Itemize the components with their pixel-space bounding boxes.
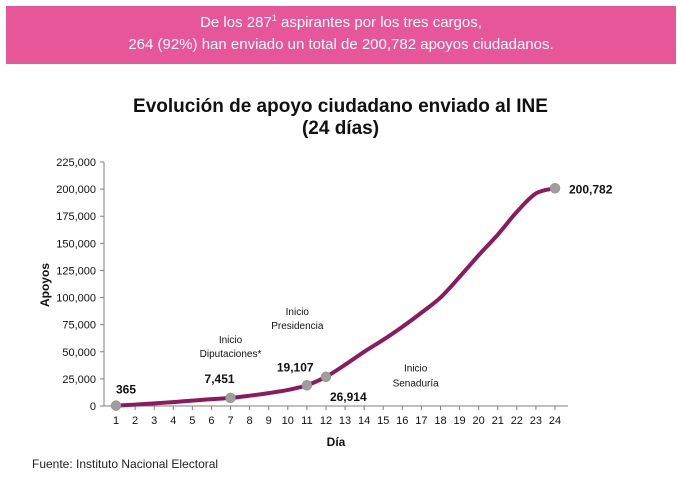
source-note: Fuente: Instituto Nacional Electoral	[32, 457, 219, 471]
data-point-marker	[301, 380, 313, 391]
x-tick-label: 24	[549, 415, 561, 427]
y-tick-label: 75,000	[62, 320, 96, 332]
chart-series	[110, 183, 561, 411]
x-tick-label: 13	[339, 415, 351, 427]
data-label: 19,107	[277, 360, 314, 374]
annotation-text: Senaduría	[393, 378, 440, 389]
x-tick-label: 21	[492, 415, 504, 427]
x-tick-label: 15	[377, 415, 389, 427]
annotation-text: Diputaciones*	[200, 349, 262, 360]
chart-title-block: Evolución de apoyo ciudadano enviado al …	[0, 96, 681, 140]
y-tick-label: 0	[90, 401, 96, 413]
x-tick-label: 11	[301, 415, 312, 427]
x-tick-label: 1	[113, 415, 119, 427]
data-point-marker	[320, 371, 332, 383]
annotation-text: Inicio	[286, 307, 310, 318]
x-axis-title: Día	[327, 435, 346, 449]
y-tick-label: 100,000	[56, 293, 96, 305]
data-label: 26,914	[330, 390, 367, 404]
annotation-text: Inicio	[219, 335, 243, 346]
y-tick-label: 175,000	[56, 211, 96, 223]
x-tick-label: 12	[320, 415, 332, 427]
chart-axes: 0 25,000 50,000 75,000 100,000 125,000 150,000…	[38, 157, 568, 449]
x-tick-label: 17	[415, 415, 427, 427]
data-point-marker	[549, 183, 561, 194]
x-tick-label: 10	[282, 415, 294, 427]
x-tick-label: 2	[132, 415, 138, 427]
x-tick-label: 8	[247, 415, 253, 427]
x-tick-label: 16	[396, 415, 408, 427]
x-tick-label: 4	[170, 415, 176, 427]
data-point-marker	[110, 400, 122, 411]
x-tick-label: 9	[266, 415, 272, 427]
x-tick-label: 6	[208, 415, 214, 427]
y-tick-label: 225,000	[56, 157, 96, 169]
header-banner: De los 2871 aspirantes por los tres carg…	[6, 6, 676, 64]
banner-line-1: De los 2871 aspirantes por los tres carg…	[6, 12, 676, 34]
x-tick-label: 5	[189, 415, 195, 427]
y-tick-label: 125,000	[56, 265, 96, 277]
y-tick-label: 50,000	[62, 347, 96, 359]
x-tick-label: 18	[434, 415, 446, 427]
chart-title: Evolución de apoyo ciudadano enviado al …	[133, 96, 548, 117]
data-point-marker	[225, 392, 236, 404]
data-label: 200,782	[569, 182, 613, 196]
x-tick-label: 19	[453, 415, 465, 427]
data-label: 365	[116, 383, 136, 397]
x-tick-label: 7	[227, 415, 233, 427]
data-label: 7,451	[205, 372, 235, 386]
x-tick-label: 23	[530, 415, 542, 427]
chart-subtitle: (24 días)	[301, 118, 380, 139]
chart-labels: 365 7,451 19,107 26,914 200,782 Inicio Diputac…	[116, 182, 613, 404]
banner-line-1-prefix: De los 287	[200, 14, 272, 31]
annotation-text: Presidencia	[271, 321, 324, 332]
y-tick-label: 150,000	[56, 238, 96, 250]
x-tick-label: 20	[473, 415, 485, 427]
series-line	[114, 186, 557, 408]
x-tick-label: 14	[358, 415, 370, 427]
x-tick-label: 22	[511, 415, 523, 427]
y-tick-label: 200,000	[56, 184, 96, 196]
y-axis-title: Apoyos	[38, 263, 52, 307]
y-tick-label: 25,000	[62, 374, 96, 386]
x-tick-label: 3	[151, 415, 157, 427]
banner-footnote-mark: 1	[271, 13, 277, 23]
annotation-text: Inicio	[404, 363, 428, 374]
banner-line-1-suffix: aspirantes por los tres cargos,	[276, 14, 482, 31]
banner-line-2: 264 (92%) han enviado un total de 200,78…	[128, 36, 554, 53]
